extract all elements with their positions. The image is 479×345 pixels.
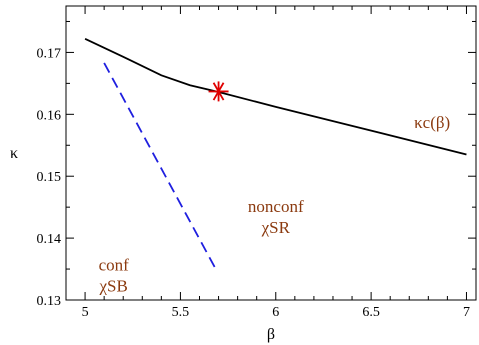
- x-tick-label: 5: [82, 305, 89, 320]
- y-axis-label: κ: [10, 145, 18, 162]
- x-axis-label: β: [267, 326, 275, 343]
- critical-line: [84, 37, 467, 156]
- x-tick-label: 6: [272, 305, 279, 320]
- annotation: κc(β): [414, 113, 450, 132]
- plot-frame: [65, 5, 477, 301]
- annotation-group: κc(β) nonconf χSR conf χSB: [99, 113, 451, 295]
- y-tick-label: 0.15: [37, 170, 62, 185]
- plot-border: [65, 5, 477, 301]
- star-marker: [208, 81, 229, 102]
- y-tick-label: 0.17: [37, 46, 62, 61]
- annotation-text: χSR: [261, 218, 291, 237]
- axis-ticks: 5 5.5 6 6.5 7 0.13 0.14 0.15 0.16 0.17: [37, 6, 476, 320]
- annotation: conf χSB: [99, 255, 130, 295]
- dashed-line: [103, 62, 216, 268]
- marker-group: [208, 81, 229, 102]
- y-tick-label: 0.16: [37, 108, 62, 123]
- y-tick-label: 0.13: [37, 294, 62, 309]
- annotation-text: χSB: [99, 276, 128, 295]
- annotation-text: nonconf: [248, 197, 304, 216]
- annotation-text: conf: [99, 255, 130, 274]
- annotation: nonconf χSR: [248, 197, 304, 237]
- x-tick-label: 6.5: [362, 305, 380, 320]
- x-tick-label: 7: [463, 305, 470, 320]
- annotation-text: κc(β): [414, 113, 450, 132]
- y-tick-label: 0.14: [37, 232, 62, 247]
- x-tick-label: 5.5: [172, 305, 190, 320]
